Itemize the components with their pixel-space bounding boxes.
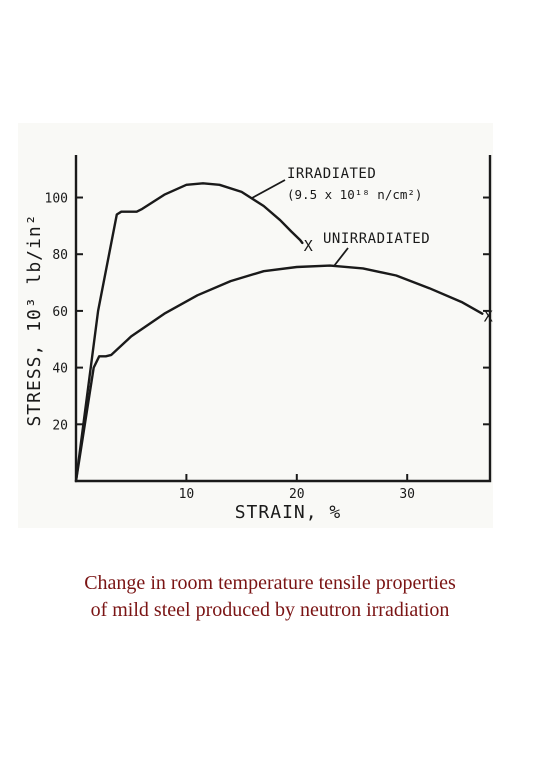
caption-line-1: Change in room temperature tensile prope… <box>84 572 456 594</box>
end-marker-unirradiated: X <box>484 308 493 326</box>
caption-line-2: of mild steel produced by neutron irradi… <box>90 599 450 621</box>
plot-frame <box>74 155 492 483</box>
series-line-unirradiated <box>74 264 484 483</box>
series-label-unirradiated: UNIRRADIATED <box>323 231 430 247</box>
y-tick-label: 20 <box>52 418 68 433</box>
figure-caption: Change in room temperature tensile prope… <box>0 570 540 624</box>
y-tick-label: 60 <box>52 305 68 320</box>
stress-strain-chart: X X 20 40 60 80 100 10 20 30 STRAIN, % STRESS, 10³… <box>24 155 493 523</box>
y-tick-label: 80 <box>52 248 68 263</box>
x-tick-label: 10 <box>179 487 195 502</box>
x-tick-label: 30 <box>399 487 415 502</box>
series-label-irradiated-dose: (9.5 x 10¹⁸ n/cm²) <box>287 187 422 202</box>
x-axis-label: STRAIN, % <box>235 502 342 523</box>
series-line-irradiated <box>74 182 304 483</box>
y-tick-label: 100 <box>45 192 68 207</box>
y-axis-label: STRESS, 10³ lb/in² <box>24 213 45 426</box>
leader-line-irradiated <box>251 179 286 199</box>
end-marker-irradiated: X <box>304 237 313 255</box>
leader-line-unirradiated <box>333 247 349 267</box>
series-label-irradiated: IRRADIATED <box>287 166 376 182</box>
x-tick-label: 20 <box>289 487 305 502</box>
y-tick-label: 40 <box>52 362 68 377</box>
